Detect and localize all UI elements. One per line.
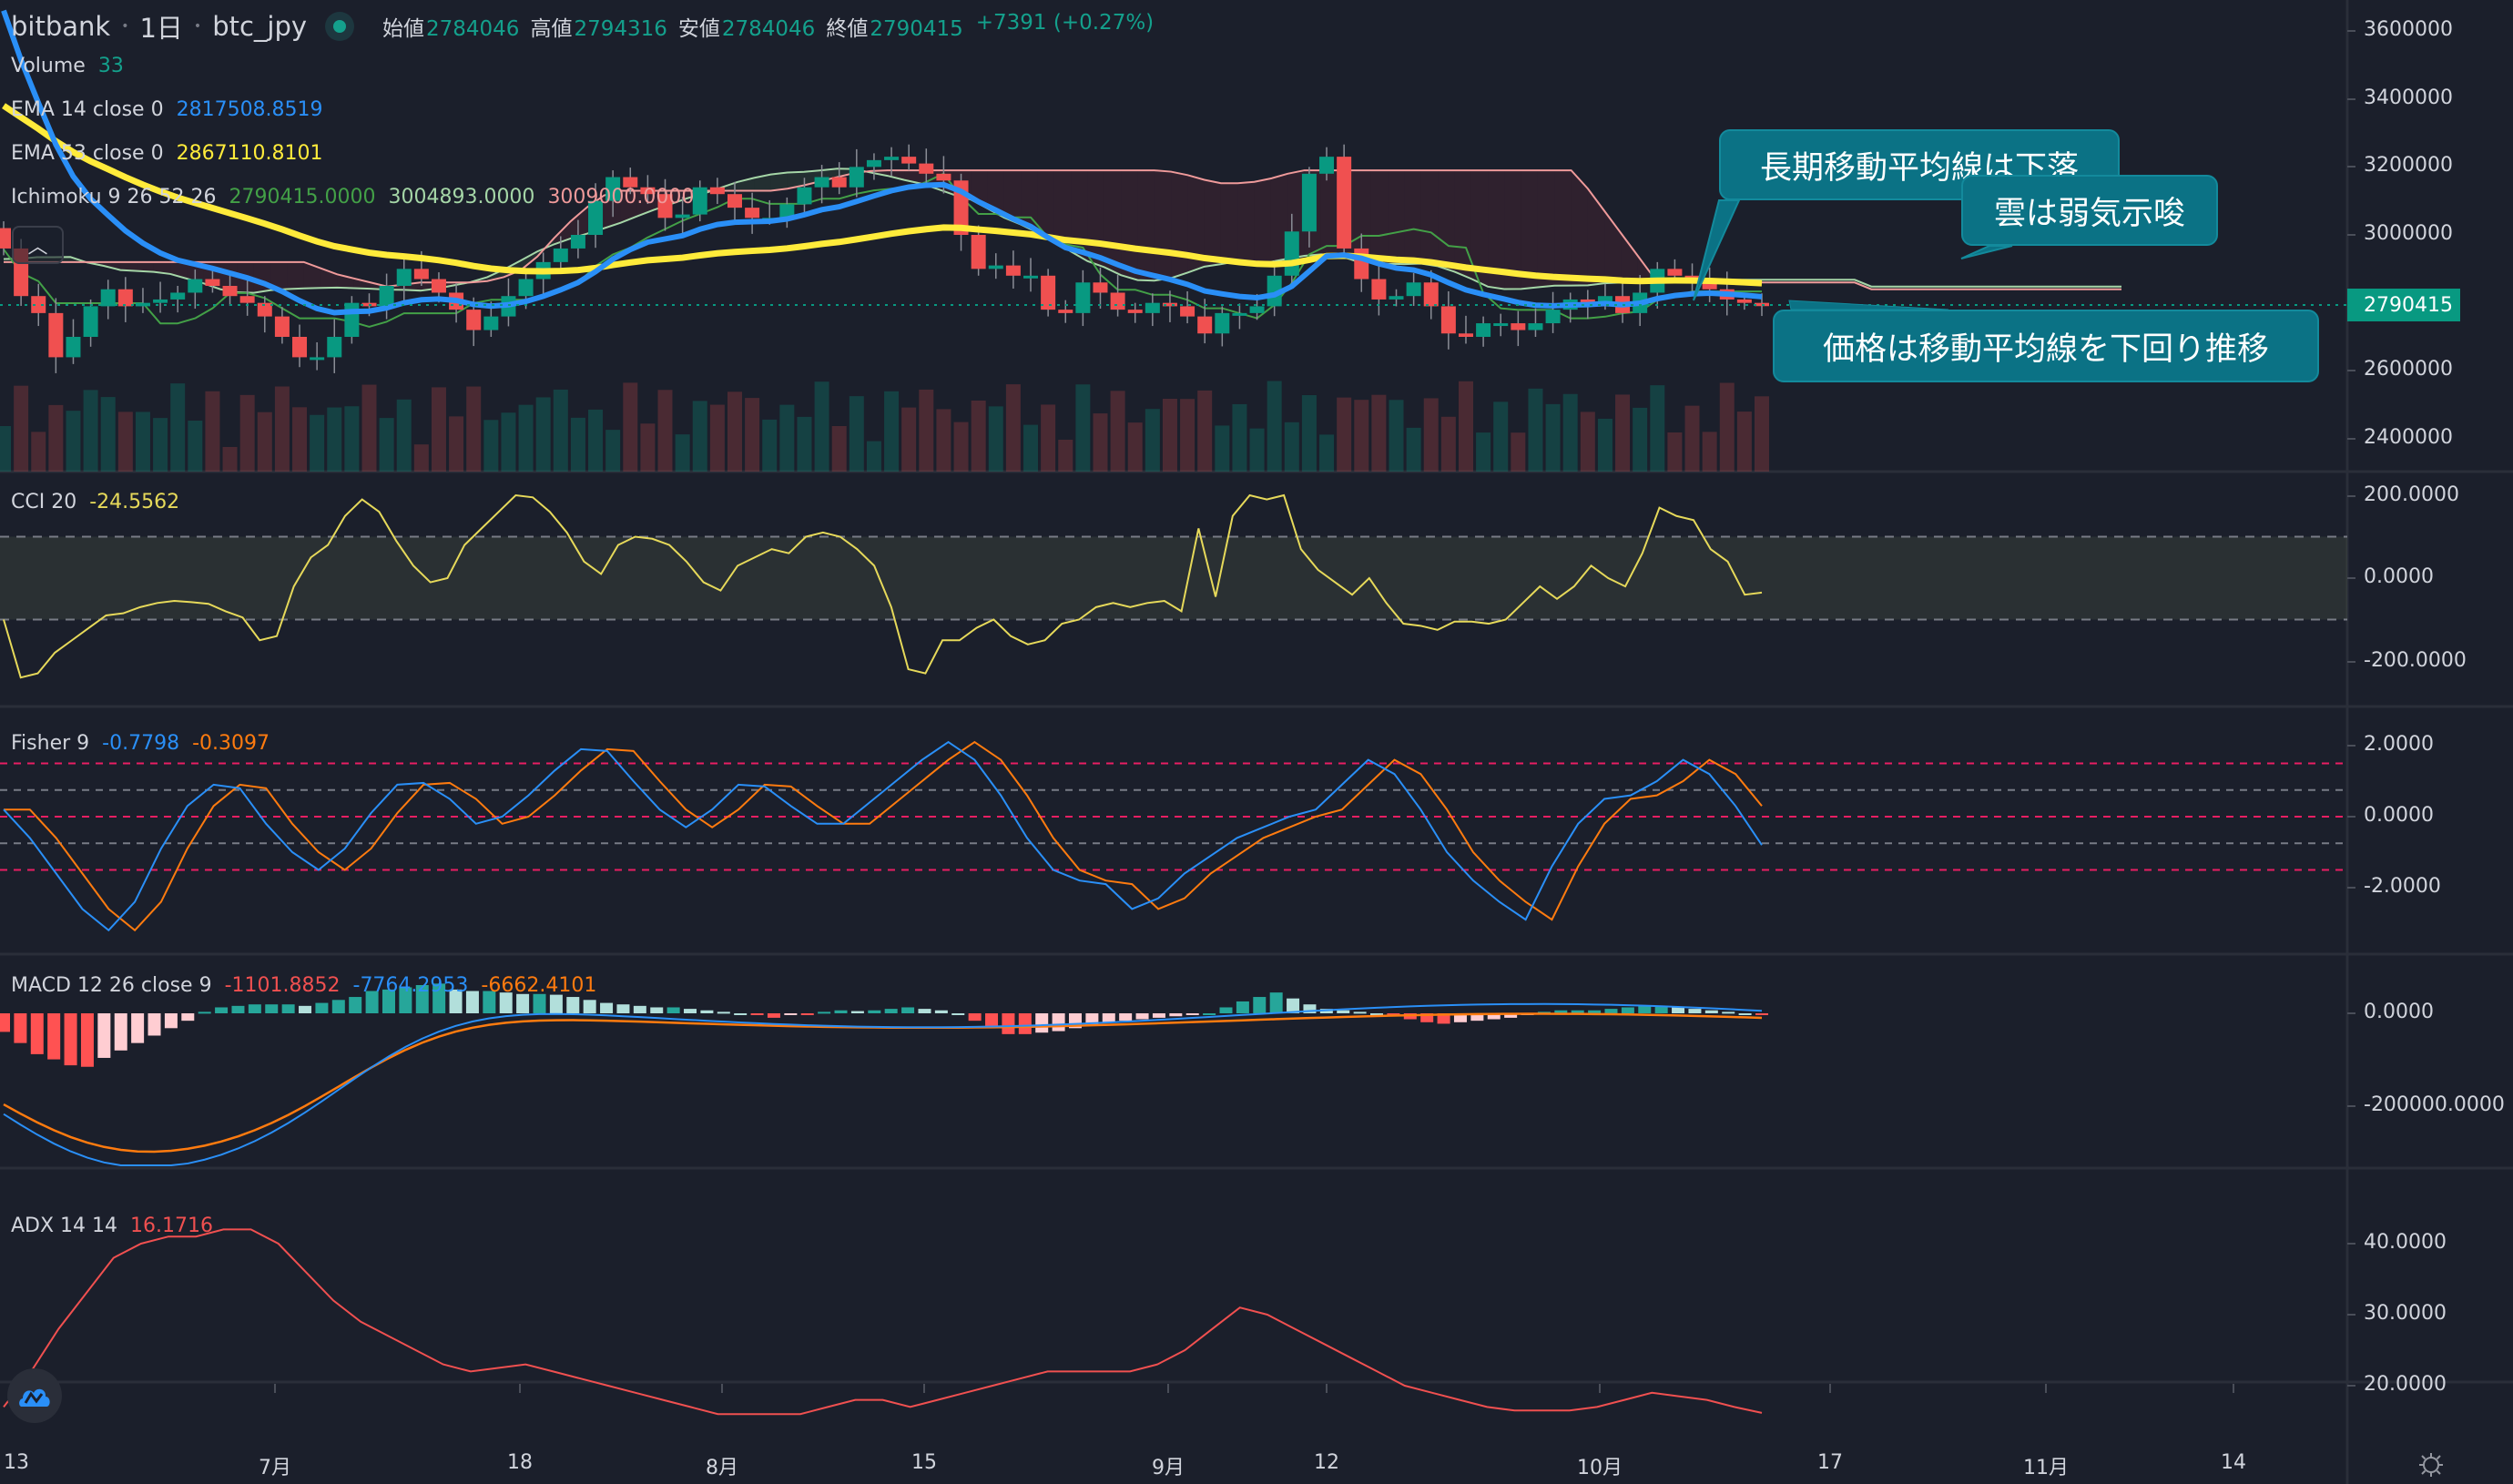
price-axis-label: 3200000 <box>2364 154 2453 177</box>
fisher-trigger-value: -0.3097 <box>192 732 270 755</box>
cci-value: -24.5562 <box>89 491 180 513</box>
adx-value: 16.1716 <box>130 1215 214 1237</box>
interval-label[interactable]: 1日 <box>139 13 183 44</box>
cci-axis-label: 0.0000 <box>2364 565 2434 588</box>
time-axis-label: 15 <box>911 1451 937 1474</box>
annotation-callout[interactable]: 雲は弱気示唆 <box>1961 175 2218 246</box>
annotation-callout[interactable]: 価格は移動平均線を下回り推移 <box>1773 310 2319 382</box>
symbol-label: btc_jpy <box>212 11 308 42</box>
price-change: +7391 (+0.27%) <box>975 11 1155 35</box>
legend-adx[interactable]: ADX 14 14 16.1716 <box>11 1215 214 1237</box>
market-status-icon <box>325 12 355 41</box>
adx-axis-label: 40.0000 <box>2364 1231 2447 1254</box>
time-axis-label: 13 <box>4 1451 29 1474</box>
time-axis-label: 12 <box>1314 1451 1339 1474</box>
fisher-axis-label: 2.0000 <box>2364 733 2434 756</box>
price-axis-label: 3000000 <box>2364 222 2453 245</box>
ichimoku-span-a-value: 3004893.0000 <box>388 186 535 208</box>
macd-histogram-value: -1101.8852 <box>224 974 341 997</box>
time-axis-label: 9月 <box>1152 1457 1185 1479</box>
time-axis-label: 17 <box>1817 1451 1843 1474</box>
fisher-value: -0.7798 <box>102 732 180 755</box>
time-axis-label: 7月 <box>259 1457 291 1479</box>
tradingview-logo-button[interactable] <box>7 1368 62 1423</box>
legend-macd[interactable]: MACD 12 26 close 9 -1101.8852 -7764.2953… <box>11 974 597 997</box>
adx-axis-label: 30.0000 <box>2364 1302 2447 1325</box>
macd-axis-label: -200000.0000 <box>2364 1093 2505 1116</box>
macd-axis-label: 0.0000 <box>2364 1001 2434 1023</box>
time-axis-label: 8月 <box>706 1457 738 1479</box>
price-axis-label: 3400000 <box>2364 86 2453 109</box>
ohlc-open: 始値2784046 <box>382 17 520 41</box>
ema14-value: 2817508.8519 <box>176 98 323 121</box>
macd-signal-value: -6662.4101 <box>481 974 597 997</box>
legend-volume[interactable]: Volume 33 <box>11 55 124 77</box>
volume-value: 33 <box>97 55 124 77</box>
collapse-legend-button[interactable]: ︿ <box>12 226 64 264</box>
current-price-tag: 2790415 <box>2347 289 2460 321</box>
exchange-name: bitbank <box>11 11 111 42</box>
legend-cci[interactable]: CCI 20 -24.5562 <box>11 491 180 513</box>
cci-axis-label: -200.0000 <box>2364 649 2467 672</box>
adx-axis-label: 20.0000 <box>2364 1373 2447 1396</box>
ichimoku-span-b-value: 3009000.0000 <box>547 186 695 208</box>
legend-ichimoku[interactable]: Ichimoku 9 26 52 26 2790415.0000 3004893… <box>11 186 695 208</box>
cci-axis-label: 200.0000 <box>2364 483 2459 506</box>
macd-line-value: -7764.2953 <box>352 974 469 997</box>
fisher-axis-label: -2.0000 <box>2364 875 2441 898</box>
separator-dot: • <box>193 19 202 34</box>
price-axis-label: 2400000 <box>2364 426 2453 449</box>
ema53-value: 2867110.8101 <box>176 142 323 165</box>
cloud-logo-icon <box>19 1388 50 1407</box>
ohlc-low: 安値2784046 <box>677 17 816 41</box>
time-axis-label: 14 <box>2221 1451 2246 1474</box>
ohlc-high: 高値2794316 <box>530 17 667 41</box>
ichimoku-conversion-value: 2790415.0000 <box>229 186 376 208</box>
settings-gear-icon[interactable] <box>2417 1451 2445 1479</box>
ohlc-values: 始値2784046 高値2794316 安値2784046 終値2790415 … <box>382 11 1154 42</box>
ohlc-close: 終値2790415 <box>826 17 963 41</box>
legend-ema14[interactable]: EMA 14 close 0 2817508.8519 <box>11 98 323 121</box>
time-axis-label: 11月 <box>2023 1457 2069 1479</box>
symbol-title[interactable]: bitbank • 1日 • btc_jpy <box>11 7 355 46</box>
chevron-up-icon: ︿ <box>27 236 48 259</box>
separator-dot: • <box>121 19 129 34</box>
price-axis-label: 2600000 <box>2364 358 2453 381</box>
price-axis-label: 3600000 <box>2364 18 2453 41</box>
time-axis-label: 18 <box>507 1451 533 1474</box>
legend-fisher[interactable]: Fisher 9 -0.7798 -0.3097 <box>11 732 270 755</box>
fisher-axis-label: 0.0000 <box>2364 804 2434 827</box>
legend-ema53[interactable]: EMA 53 close 0 2867110.8101 <box>11 142 323 165</box>
time-axis-label: 10月 <box>1577 1457 1623 1479</box>
